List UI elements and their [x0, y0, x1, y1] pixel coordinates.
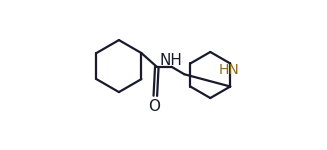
Text: O: O — [148, 99, 160, 114]
Text: NH: NH — [160, 53, 183, 68]
Text: HN: HN — [218, 63, 239, 77]
